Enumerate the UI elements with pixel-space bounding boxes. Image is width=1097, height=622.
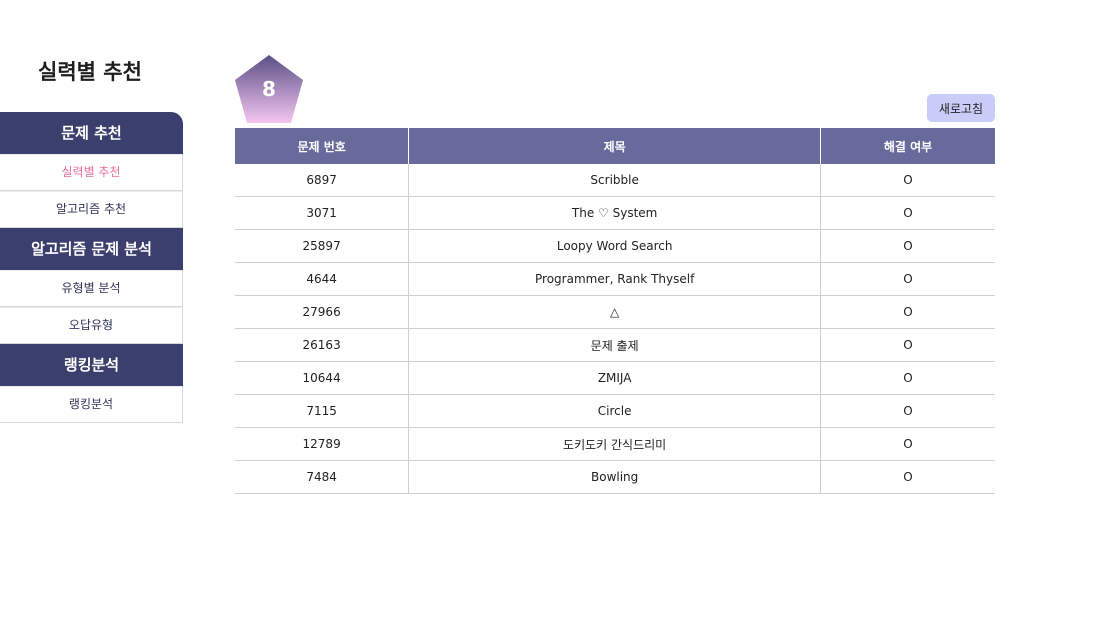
table-row[interactable]: 7484 Bowling O — [235, 460, 995, 494]
cell-title[interactable]: 문제 출제 — [408, 328, 822, 362]
cell-solved: O — [820, 394, 995, 428]
cell-solved: O — [820, 427, 995, 461]
cell-problem-number: 7115 — [235, 394, 410, 428]
table-row[interactable]: 6897 Scribble O — [235, 164, 995, 197]
sidebar-item-ranking-analysis[interactable]: 랭킹분석 — [0, 386, 183, 423]
cell-title[interactable]: Circle — [408, 394, 822, 428]
cell-solved: O — [820, 460, 995, 494]
table-row[interactable]: 12789 도키도키 간식드리미 O — [235, 427, 995, 461]
cell-title[interactable]: Loopy Word Search — [408, 229, 822, 263]
cell-title[interactable]: 도키도키 간식드리미 — [408, 427, 822, 461]
sidebar-item-algorithm-recommend[interactable]: 알고리즘 추천 — [0, 191, 183, 228]
cell-solved: O — [820, 361, 995, 395]
refresh-button[interactable]: 새로고침 — [927, 94, 995, 122]
cell-solved: O — [820, 262, 995, 296]
table-row[interactable]: 10644 ZMIJA O — [235, 361, 995, 395]
problem-table: 문제 번호 제목 해결 여부 6897 Scribble O 3071 The … — [235, 128, 995, 494]
cell-title[interactable]: Programmer, Rank Thyself — [408, 262, 822, 296]
cell-title[interactable]: Scribble — [408, 164, 822, 197]
sidebar-header-ranking[interactable]: 랭킹분석 — [0, 344, 183, 386]
cell-problem-number: 4644 — [235, 262, 410, 296]
sidebar: 문제 추천 실력별 추천 알고리즘 추천 알고리즘 문제 분석 유형별 분석 오… — [0, 112, 183, 423]
tier-number: 8 — [262, 77, 276, 101]
cell-problem-number: 10644 — [235, 361, 410, 395]
sidebar-section-algorithm-analysis: 알고리즘 문제 분석 유형별 분석 오답유형 — [0, 228, 183, 344]
header-solved: 해결 여부 — [820, 128, 995, 164]
sidebar-section-problem-recommend: 문제 추천 실력별 추천 알고리즘 추천 — [0, 112, 183, 228]
cell-title[interactable]: Bowling — [408, 460, 822, 494]
sidebar-item-skill-recommend[interactable]: 실력별 추천 — [0, 154, 183, 191]
sidebar-item-type-analysis[interactable]: 유형별 분석 — [0, 270, 183, 307]
table-row[interactable]: 27966 △ O — [235, 295, 995, 329]
cell-solved: O — [820, 164, 995, 197]
cell-solved: O — [820, 295, 995, 329]
sidebar-header-algorithm-analysis[interactable]: 알고리즘 문제 분석 — [0, 228, 183, 270]
table-row[interactable]: 3071 The ♡ System O — [235, 196, 995, 230]
cell-solved: O — [820, 229, 995, 263]
pentagon-tier-badge-icon — [235, 55, 303, 123]
page-title: 실력별 추천 — [38, 60, 142, 84]
cell-problem-number: 25897 — [235, 229, 410, 263]
cell-title[interactable]: ZMIJA — [408, 361, 822, 395]
cell-title[interactable]: △ — [408, 295, 822, 329]
sidebar-header-problem-recommend[interactable]: 문제 추천 — [0, 112, 183, 154]
tier-badge: 8 — [235, 55, 303, 123]
table-row[interactable]: 4644 Programmer, Rank Thyself O — [235, 262, 995, 296]
cell-problem-number: 7484 — [235, 460, 410, 494]
table-row[interactable]: 26163 문제 출제 O — [235, 328, 995, 362]
header-title: 제목 — [408, 128, 822, 164]
sidebar-section-ranking: 랭킹분석 랭킹분석 — [0, 344, 183, 423]
cell-solved: O — [820, 196, 995, 230]
table-row[interactable]: 25897 Loopy Word Search O — [235, 229, 995, 263]
cell-solved: O — [820, 328, 995, 362]
table-header-row: 문제 번호 제목 해결 여부 — [235, 128, 995, 164]
cell-problem-number: 26163 — [235, 328, 410, 362]
table-row[interactable]: 7115 Circle O — [235, 394, 995, 428]
cell-problem-number: 27966 — [235, 295, 410, 329]
cell-title[interactable]: The ♡ System — [408, 196, 822, 230]
sidebar-item-wrong-answer-type[interactable]: 오답유형 — [0, 307, 183, 344]
cell-problem-number: 3071 — [235, 196, 410, 230]
cell-problem-number: 6897 — [235, 164, 410, 197]
cell-problem-number: 12789 — [235, 427, 410, 461]
header-problem-number: 문제 번호 — [235, 128, 410, 164]
